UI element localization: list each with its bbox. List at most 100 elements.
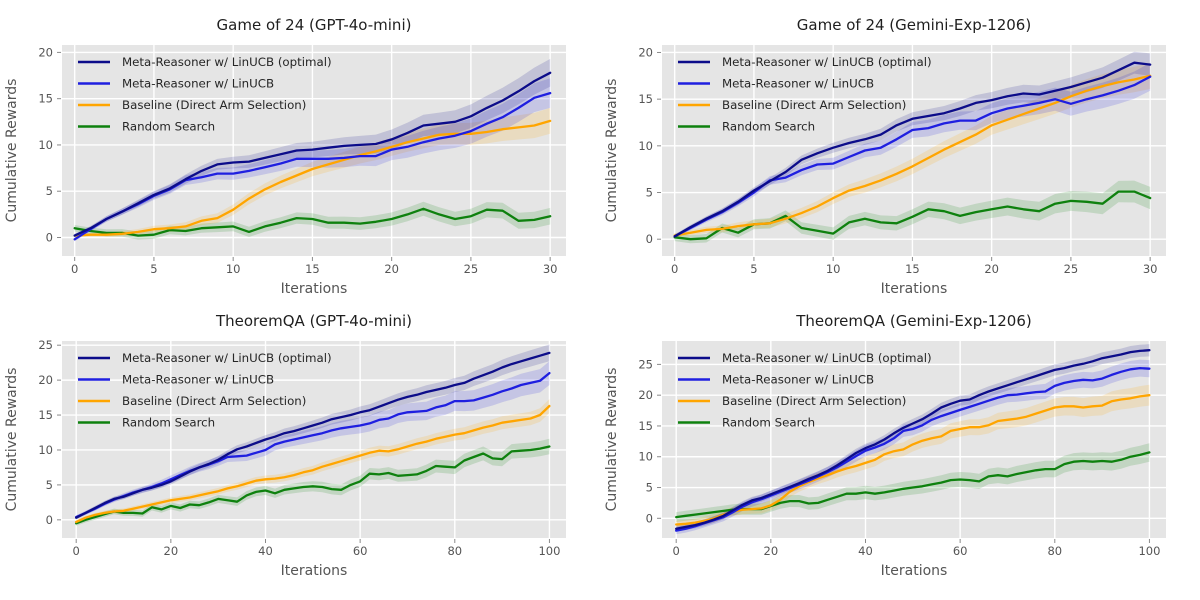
legend-label: Random Search [722,120,815,134]
x-tick-label: 10 [226,262,241,276]
x-tick-label: 25 [1064,262,1079,276]
series-line-meta-reasoner-w-linucb-optimal [675,349,1151,530]
legend-label: Meta-Reasoner w/ LinUCB [722,373,874,387]
chart-cell-top-left: 0 5 10 15 20 25 30 0 5 10 15 20 Meta-Reasoner w/ Lin… [0,0,600,300]
y-tick-label: 5 [46,184,53,198]
legend-item-meta-reasoner-w-linucb-optimal: Meta-Reasoner w/ LinUCB (optimal) [678,351,932,365]
x-tick-label: 30 [543,262,558,276]
legend-item-baseline-direct-arm-selection: Baseline (Direct Arm Selection) [78,394,306,408]
chart-cell-top-right: 0 5 10 15 20 25 30 0 5 10 15 20 Meta-Reasoner w/ Lin… [600,0,1200,300]
chart-game-of-24-gpt-4o-mini: 0 5 10 15 20 25 30 0 5 10 15 20 Meta-Reasoner w/ Lin… [4,16,566,297]
x-tick-label: 0 [673,544,680,558]
x-axis-label: Iterations [881,281,948,297]
y-tick-label: 25 [38,338,53,352]
series-band-meta-reasoner-w-linucb-optimal [74,58,551,238]
x-tick-label: 60 [953,544,968,558]
legend-label: Meta-Reasoner w/ LinUCB (optimal) [122,351,332,365]
series-line-meta-reasoner-w-linucb-optimal [673,61,1152,238]
y-tick-label: 0 [46,513,53,527]
legend-item-meta-reasoner-w-linucb-optimal: Meta-Reasoner w/ LinUCB (optimal) [78,351,332,365]
legend-item-random-search: Random Search [678,416,815,430]
y-tick-label: 20 [638,388,653,402]
legend-item-meta-reasoner-w-linucb: Meta-Reasoner w/ LinUCB [678,77,874,91]
chart-title: Game of 24 (Gemini-Exp-1206) [797,16,1031,34]
legend-item-baseline-direct-arm-selection: Baseline (Direct Arm Selection) [678,98,906,112]
legend-label: Meta-Reasoner w/ LinUCB [722,77,874,91]
legend-label: Meta-Reasoner w/ LinUCB (optimal) [722,55,932,69]
chart-title: TheoremQA (Gemini-Exp-1206) [795,312,1031,330]
legend-item-meta-reasoner-w-linucb: Meta-Reasoner w/ LinUCB [678,373,874,387]
axis-ticks: 0 20 40 60 80 100 0 5 10 15 20 25 [38,338,560,558]
axis-ticks: 0 5 10 15 20 25 30 0 5 10 15 20 [638,45,1157,276]
legend-item-meta-reasoner-w-linucb: Meta-Reasoner w/ LinUCB [78,373,274,387]
chart-cell-bottom-left: 0 20 40 60 80 100 0 5 10 15 20 25 Meta-Reasoner w/ L… [0,300,600,600]
series-line-meta-reasoner-w-linucb-optimal [75,351,551,519]
legend: Meta-Reasoner w/ LinUCB (optimal) Meta-Re… [78,55,332,134]
y-tick-label: 0 [646,232,653,246]
series-line-baseline-direct-arm-selection [675,394,1151,526]
y-tick-label: 5 [646,186,653,200]
series-line-meta-reasoner-w-linucb [675,366,1151,532]
y-tick-label: 20 [38,45,53,59]
x-tick-label: 15 [905,262,920,276]
legend-item-meta-reasoner-w-linucb-optimal: Meta-Reasoner w/ LinUCB (optimal) [78,55,332,69]
series-line-baseline-direct-arm-selection [73,119,552,237]
legend-item-random-search: Random Search [78,120,215,134]
x-tick-label: 40 [258,544,273,558]
series-band-meta-reasoner-w-linucb-optimal [674,51,1151,239]
legend-label: Meta-Reasoner w/ LinUCB (optimal) [722,351,932,365]
y-tick-label: 5 [646,481,653,495]
x-tick-label: 20 [384,262,399,276]
legend: Meta-Reasoner w/ LinUCB (optimal) Meta-Re… [78,351,332,430]
series-band-random-search [676,443,1150,522]
series-band-baseline-direct-arm-selection [676,384,1150,529]
y-tick-label: 20 [638,45,653,59]
legend-label: Meta-Reasoner w/ LinUCB [122,77,274,91]
series-band-meta-reasoner-w-linucb [674,62,1151,239]
x-tick-label: 60 [353,544,368,558]
x-tick-label: 0 [71,262,78,276]
legend-item-random-search: Random Search [78,416,215,430]
legend-label: Meta-Reasoner w/ LinUCB [122,373,274,387]
legend-label: Random Search [122,120,215,134]
x-tick-label: 20 [164,544,179,558]
x-tick-label: 5 [150,262,157,276]
x-tick-label: 80 [447,544,462,558]
x-tick-label: 20 [764,544,779,558]
x-tick-label: 0 [671,262,678,276]
legend-label: Baseline (Direct Arm Selection) [122,394,306,408]
grid [662,45,1166,256]
legend-item-baseline-direct-arm-selection: Baseline (Direct Arm Selection) [78,98,306,112]
y-tick-label: 10 [38,443,53,457]
series-line-random-search [75,445,551,525]
legend: Meta-Reasoner w/ LinUCB (optimal) Meta-Re… [678,55,932,134]
plot-area [662,45,1166,256]
legend-item-meta-reasoner-w-linucb: Meta-Reasoner w/ LinUCB [78,77,274,91]
legend-label: Random Search [722,416,815,430]
y-tick-label: 25 [638,357,653,371]
x-axis-label: Iterations [881,563,948,579]
chart-title: Game of 24 (GPT-4o-mini) [217,16,412,34]
y-axis-label: Cumulative Rewards [604,79,620,223]
y-tick-label: 5 [46,478,53,492]
legend-item-baseline-direct-arm-selection: Baseline (Direct Arm Selection) [678,394,906,408]
series-line-baseline-direct-arm-selection [673,74,1152,237]
legend: Meta-Reasoner w/ LinUCB (optimal) Meta-Re… [678,351,932,430]
legend-label: Baseline (Direct Arm Selection) [122,98,306,112]
series-band-random-search [674,180,1151,244]
chart-theoremqa-gemini-exp-1206: 0 20 40 60 80 100 0 5 10 15 20 25 Meta-Reasoner w/ L… [604,312,1166,579]
x-tick-label: 10 [826,262,841,276]
series-line-meta-reasoner-w-linucb [673,75,1152,238]
legend-label: Baseline (Direct Arm Selection) [722,394,906,408]
y-axis-label: Cumulative Rewards [604,368,620,512]
legend-label: Random Search [122,416,215,430]
y-tick-label: 15 [38,408,53,422]
legend-item-random-search: Random Search [678,120,815,134]
x-tick-label: 20 [984,262,999,276]
y-tick-label: 10 [638,139,653,153]
y-tick-label: 15 [638,92,653,106]
x-axis-label: Iterations [281,281,348,297]
y-tick-label: 15 [638,419,653,433]
y-tick-label: 10 [38,138,53,152]
